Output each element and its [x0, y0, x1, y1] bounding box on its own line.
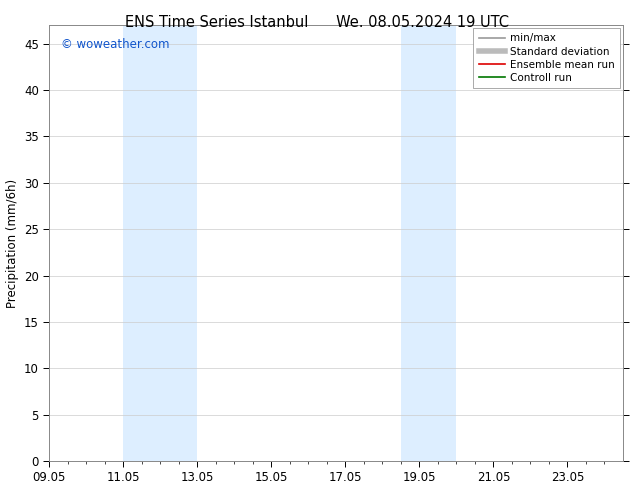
Text: ENS Time Series Istanbul      We. 08.05.2024 19 UTC: ENS Time Series Istanbul We. 08.05.2024 … [125, 15, 509, 30]
Bar [401, 25, 456, 461]
Y-axis label: Precipitation (mm/6h): Precipitation (mm/6h) [6, 178, 18, 308]
Bar [124, 25, 197, 461]
Text: © woweather.com: © woweather.com [61, 38, 169, 51]
Legend: min/max, Standard deviation, Ensemble mean run, Controll run: min/max, Standard deviation, Ensemble me… [474, 28, 620, 88]
